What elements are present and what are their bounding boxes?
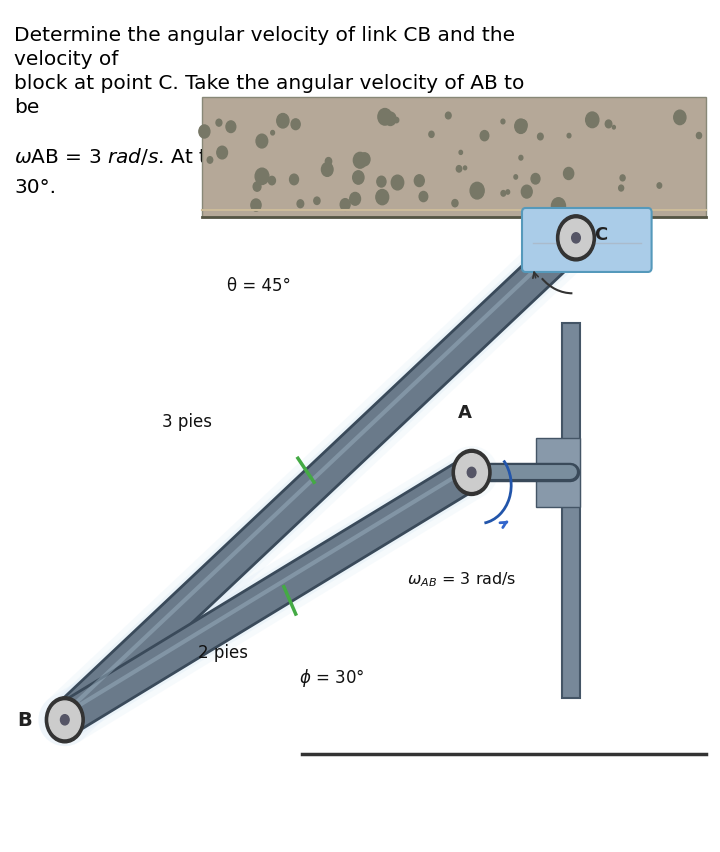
Circle shape xyxy=(480,131,489,141)
Circle shape xyxy=(359,153,370,167)
Circle shape xyxy=(217,147,228,159)
Circle shape xyxy=(452,200,458,208)
Circle shape xyxy=(538,134,543,141)
Circle shape xyxy=(314,198,320,205)
Circle shape xyxy=(674,111,686,125)
Circle shape xyxy=(377,177,386,187)
Text: $\phi$ = 30°: $\phi$ = 30° xyxy=(299,666,364,688)
Circle shape xyxy=(45,697,84,743)
Circle shape xyxy=(271,131,274,135)
Circle shape xyxy=(256,135,268,149)
Circle shape xyxy=(506,191,510,195)
Circle shape xyxy=(384,113,396,126)
Circle shape xyxy=(531,175,540,185)
Circle shape xyxy=(613,126,616,130)
Bar xyxy=(536,439,580,507)
Circle shape xyxy=(414,176,424,187)
Circle shape xyxy=(519,156,523,161)
Circle shape xyxy=(276,114,289,129)
Circle shape xyxy=(456,166,462,173)
Text: 3 pies: 3 pies xyxy=(162,412,212,431)
Circle shape xyxy=(354,153,366,169)
Text: $\omega_{AB}$ = 3 rad/s: $\omega_{AB}$ = 3 rad/s xyxy=(407,570,516,589)
Circle shape xyxy=(297,200,304,209)
Circle shape xyxy=(456,454,487,492)
Text: C: C xyxy=(594,225,607,244)
Circle shape xyxy=(325,158,332,166)
Circle shape xyxy=(564,168,574,181)
Circle shape xyxy=(207,158,212,164)
Circle shape xyxy=(464,167,467,170)
Text: Determine the angular velocity of link CB and the
velocity of
block at point C. : Determine the angular velocity of link C… xyxy=(14,26,525,118)
Circle shape xyxy=(618,186,624,192)
Text: $\omega$AB = 3 $\it{rad/s}$. At the instant shown $\theta$ = 45° y $\varphi$ =: $\omega$AB = 3 $\it{rad/s}$. At the inst… xyxy=(14,147,525,169)
Text: 2 pies: 2 pies xyxy=(198,642,248,661)
Circle shape xyxy=(470,183,484,199)
Circle shape xyxy=(557,216,595,262)
Text: B: B xyxy=(18,711,32,729)
Circle shape xyxy=(199,126,210,139)
Circle shape xyxy=(291,120,300,130)
Circle shape xyxy=(501,192,505,197)
Circle shape xyxy=(696,133,701,140)
Circle shape xyxy=(459,151,462,155)
Circle shape xyxy=(321,164,333,177)
Circle shape xyxy=(269,177,276,186)
Circle shape xyxy=(446,113,451,120)
Bar xyxy=(202,98,706,217)
Circle shape xyxy=(391,176,404,191)
Circle shape xyxy=(353,171,364,185)
Circle shape xyxy=(378,109,392,126)
Circle shape xyxy=(429,132,434,138)
Circle shape xyxy=(226,122,235,134)
Text: θ = 45°: θ = 45° xyxy=(228,276,291,295)
Circle shape xyxy=(376,190,389,205)
Circle shape xyxy=(515,120,527,135)
Circle shape xyxy=(514,176,518,180)
Circle shape xyxy=(560,220,592,257)
Circle shape xyxy=(216,120,222,127)
Circle shape xyxy=(519,121,527,130)
Circle shape xyxy=(552,199,565,215)
Circle shape xyxy=(253,183,261,192)
Circle shape xyxy=(657,183,662,189)
Circle shape xyxy=(585,112,599,129)
Circle shape xyxy=(350,193,361,206)
Circle shape xyxy=(452,450,491,496)
Bar xyxy=(562,324,580,699)
Circle shape xyxy=(341,199,350,211)
Circle shape xyxy=(49,701,81,739)
Circle shape xyxy=(289,175,299,186)
Circle shape xyxy=(606,121,612,129)
Circle shape xyxy=(251,199,261,212)
FancyBboxPatch shape xyxy=(522,209,652,273)
Circle shape xyxy=(620,176,625,181)
Circle shape xyxy=(419,193,428,203)
Text: A: A xyxy=(457,404,472,422)
Circle shape xyxy=(395,118,399,124)
Circle shape xyxy=(255,169,269,185)
Text: 30°.: 30°. xyxy=(14,178,56,197)
Circle shape xyxy=(521,186,532,199)
Circle shape xyxy=(572,233,580,244)
Circle shape xyxy=(567,135,571,139)
Circle shape xyxy=(60,715,69,725)
Circle shape xyxy=(467,468,476,478)
Circle shape xyxy=(501,120,505,124)
